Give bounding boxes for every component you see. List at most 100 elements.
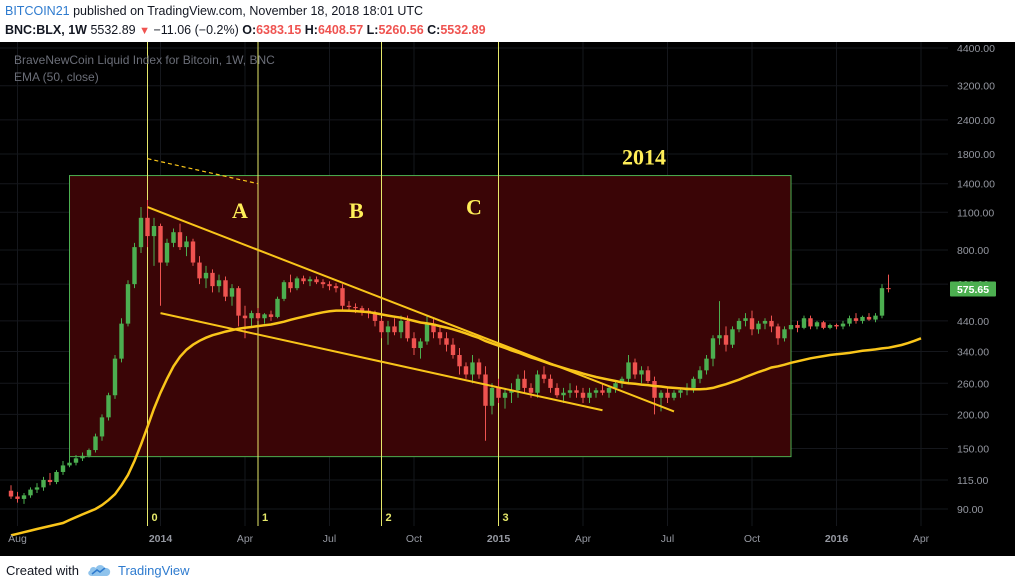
candle-body	[853, 318, 859, 321]
x-axis-labels: Aug 2014 Apr Jul Oct 2015 Apr Jul Oct 2016 Apr	[8, 533, 930, 545]
high-value: 6408.57	[317, 23, 364, 37]
time-axis[interactable]	[0, 526, 948, 556]
candle-body	[268, 314, 274, 317]
cycle-line-label: 2	[386, 512, 392, 524]
candle-body	[749, 318, 755, 330]
candle-body	[307, 279, 313, 282]
candle-body	[346, 305, 352, 307]
candle-body	[535, 374, 540, 393]
candle-body	[158, 225, 163, 263]
candle-body	[229, 288, 235, 297]
candle-body	[860, 316, 865, 321]
candle-body	[587, 392, 592, 398]
candle-body	[658, 392, 664, 398]
candle-body	[93, 436, 98, 451]
candle-body	[775, 326, 781, 339]
candle-body	[437, 332, 443, 339]
candle-body	[515, 378, 521, 391]
candle-body	[548, 378, 553, 388]
candle-body	[431, 323, 436, 333]
y-tick-label: 200.00	[957, 409, 989, 421]
candle-body	[489, 387, 495, 406]
candle-body	[788, 325, 794, 330]
candle-body	[509, 390, 514, 393]
trend-lines	[147, 158, 675, 413]
footer: Created with TradingView	[0, 556, 1015, 587]
candle-body	[28, 489, 33, 496]
candle-body	[470, 362, 475, 375]
price-axis[interactable]	[948, 42, 1015, 556]
candle-body	[320, 282, 326, 285]
chart-title: BraveNewCoin Liquid Index for Bitcoin, 1…	[14, 53, 275, 67]
price-chart[interactable]: 0 1 2 3 A B C 2014 90.00 115.00 150.00 200.00 260.…	[0, 42, 1015, 556]
candle-body	[392, 326, 397, 333]
candle-body	[762, 320, 768, 324]
candle-body	[710, 338, 716, 359]
candle-body	[67, 462, 72, 466]
candle-body	[476, 362, 482, 375]
candle-body	[645, 370, 651, 382]
wave-label: A	[232, 198, 248, 223]
candle-body	[203, 272, 209, 279]
x-tick-label: 2016	[825, 533, 849, 545]
candle-body	[873, 315, 878, 320]
candle-body	[821, 322, 826, 328]
candle-body	[840, 323, 846, 327]
tradingview-link[interactable]: TradingView	[118, 563, 190, 578]
candle-body	[528, 387, 534, 393]
wave-label: B	[349, 198, 364, 223]
candle-body	[730, 329, 735, 345]
candle-body	[314, 279, 319, 283]
x-tick-label: 2015	[487, 533, 511, 545]
candle-body	[275, 298, 280, 317]
open-value: 6383.15	[256, 23, 302, 37]
x-tick-label: Apr	[575, 533, 592, 545]
ohlc-line: BNC:BLX, 1W 5532.89 ▼ −11.06 (−0.2%) O:6…	[5, 23, 486, 37]
x-tick-label: Apr	[237, 533, 254, 545]
candle-body	[151, 225, 157, 237]
created-with-text: Created with	[6, 563, 79, 578]
cycle-line-label: 1	[262, 512, 268, 524]
candle-body	[567, 390, 573, 393]
trend-line	[147, 206, 675, 413]
candle-body	[795, 325, 800, 328]
candle-body	[879, 288, 885, 316]
candle-body	[782, 329, 787, 339]
candle-body	[255, 313, 261, 319]
candle-body	[379, 320, 384, 333]
candle-body	[177, 232, 183, 248]
x-tick-label: 2014	[149, 533, 173, 545]
trend-line	[160, 312, 603, 412]
candle-body	[483, 374, 488, 406]
candle-body	[216, 280, 222, 287]
candle-body	[717, 335, 722, 339]
candle-body	[743, 318, 748, 321]
candle-body	[236, 288, 241, 316]
candle-body	[541, 374, 547, 379]
down-arrow-icon: ▼	[139, 25, 150, 37]
candle-body	[697, 370, 703, 379]
candle-body	[398, 320, 404, 333]
candle-body	[463, 366, 469, 375]
candle-body	[801, 318, 807, 328]
author-link[interactable]: BITCOIN21	[5, 4, 70, 18]
candle-body	[119, 323, 124, 359]
candle-body	[145, 217, 150, 237]
candle-body	[171, 232, 176, 243]
ema-line	[10, 309, 922, 537]
candle-body	[866, 316, 872, 320]
candle-body	[242, 315, 248, 319]
candle-body	[41, 479, 46, 488]
y-tick-label: 440.00	[957, 316, 989, 328]
candle-body	[886, 288, 891, 290]
candle-body	[639, 370, 644, 375]
candle-body	[606, 387, 612, 393]
publish-info: BITCOIN21 published on TradingView.com, …	[5, 4, 423, 18]
low-value: 5260.56	[378, 23, 424, 37]
candle-body	[613, 383, 618, 388]
candle-body	[561, 392, 566, 396]
y-tick-label: 800.00	[957, 245, 989, 257]
y-tick-label: 90.00	[957, 504, 983, 516]
candle-body	[15, 496, 20, 499]
candle-body	[619, 378, 625, 384]
